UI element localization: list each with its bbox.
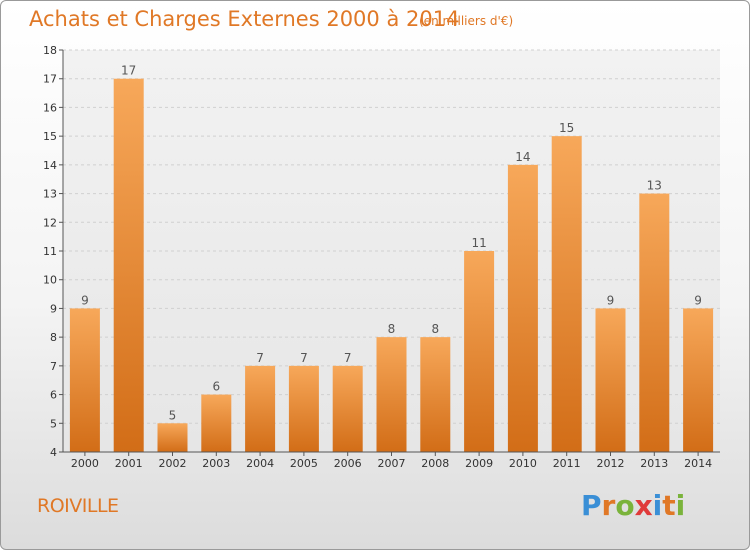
logo-letter: i bbox=[652, 489, 663, 522]
y-tick-label: 8 bbox=[50, 331, 57, 344]
y-tick-label: 11 bbox=[43, 245, 57, 258]
chart-title: Achats et Charges Externes 2000 à 2014 bbox=[29, 7, 460, 31]
bar-2001 bbox=[113, 78, 144, 452]
y-tick-label: 17 bbox=[43, 73, 57, 86]
bars: 9 17 5 6 7 7 7 8 8 11 14 15 9 13 9 bbox=[69, 64, 714, 453]
bar-2012 bbox=[595, 308, 626, 452]
bar-2010 bbox=[507, 164, 538, 452]
logo-letter: i bbox=[675, 489, 686, 522]
y-tick-label: 15 bbox=[43, 130, 57, 143]
bar-value-label: 6 bbox=[212, 380, 220, 394]
y-tick-label: 10 bbox=[43, 274, 57, 287]
y-tick-label: 14 bbox=[43, 159, 57, 172]
bar-value-label: 8 bbox=[431, 322, 439, 336]
x-tick-label: 2003 bbox=[202, 457, 230, 470]
x-tick-label: 2014 bbox=[684, 457, 712, 470]
bar-2005 bbox=[288, 365, 319, 452]
bar-value-label: 7 bbox=[256, 351, 264, 365]
bar-value-label: 11 bbox=[471, 236, 486, 250]
bar-value-label: 7 bbox=[300, 351, 308, 365]
chart-subtitle: (en milliers d'€) bbox=[419, 14, 514, 28]
bar-2009 bbox=[464, 251, 495, 452]
x-tick-label: 2005 bbox=[290, 457, 318, 470]
proxiti-logo[interactable]: Proxiti bbox=[581, 489, 685, 522]
bar-value-label: 8 bbox=[388, 322, 396, 336]
x-tick-label: 2008 bbox=[421, 457, 449, 470]
logo-letter: x bbox=[634, 489, 653, 522]
bar-2006 bbox=[332, 365, 363, 452]
x-tick-label: 2004 bbox=[246, 457, 274, 470]
x-tick-label: 2002 bbox=[159, 457, 187, 470]
bar-value-label: 7 bbox=[344, 351, 352, 365]
bar-2013 bbox=[639, 193, 670, 453]
y-tick-label: 6 bbox=[50, 389, 57, 402]
y-tick-label: 4 bbox=[50, 446, 57, 459]
bar-2004 bbox=[245, 365, 276, 452]
y-tick-label: 16 bbox=[43, 101, 57, 114]
location-label: ROIVILLE bbox=[37, 495, 119, 517]
bar-2003 bbox=[201, 394, 232, 452]
y-tick-label: 13 bbox=[43, 188, 57, 201]
x-tick-label: 2006 bbox=[334, 457, 362, 470]
bar-value-label: 14 bbox=[515, 150, 530, 164]
bar-2000 bbox=[69, 308, 100, 452]
bar-2011 bbox=[551, 136, 582, 452]
y-tick-label: 9 bbox=[50, 302, 57, 315]
bar-value-label: 9 bbox=[81, 293, 89, 307]
y-tick-label: 5 bbox=[50, 417, 57, 430]
y-tick-label: 18 bbox=[43, 44, 57, 57]
x-tick-label: 2012 bbox=[597, 457, 625, 470]
x-tick-label: 2010 bbox=[509, 457, 537, 470]
bar-value-label: 15 bbox=[559, 121, 574, 135]
x-tick-label: 2013 bbox=[640, 457, 668, 470]
bar-2007 bbox=[376, 337, 407, 452]
x-tick-label: 2000 bbox=[71, 457, 99, 470]
logo-letter: o bbox=[615, 489, 635, 522]
bar-2014 bbox=[683, 308, 714, 452]
x-tick-label: 2011 bbox=[553, 457, 581, 470]
bar-2002 bbox=[157, 423, 188, 452]
logo-letter: P bbox=[581, 489, 602, 522]
y-tick-label: 12 bbox=[43, 216, 57, 229]
bar-value-label: 9 bbox=[607, 293, 615, 307]
bar-value-label: 9 bbox=[694, 293, 702, 307]
x-tick-label: 2009 bbox=[465, 457, 493, 470]
x-tick-label: 2007 bbox=[378, 457, 406, 470]
bar-2008 bbox=[420, 337, 451, 452]
y-axis: 4 5 6 7 8 9 10 11 12 13 14 15 16 17 18 bbox=[43, 44, 63, 459]
y-tick-label: 7 bbox=[50, 360, 57, 373]
bar-value-label: 5 bbox=[169, 408, 177, 422]
x-axis: 2000 2001 2002 2003 2004 2005 2006 2007 2008 2009… bbox=[71, 452, 712, 470]
logo-letter: t bbox=[662, 489, 676, 522]
bar-value-label: 13 bbox=[647, 179, 662, 193]
bar-value-label: 17 bbox=[121, 64, 136, 78]
x-tick-label: 2001 bbox=[115, 457, 143, 470]
logo-letter: r bbox=[601, 489, 616, 522]
